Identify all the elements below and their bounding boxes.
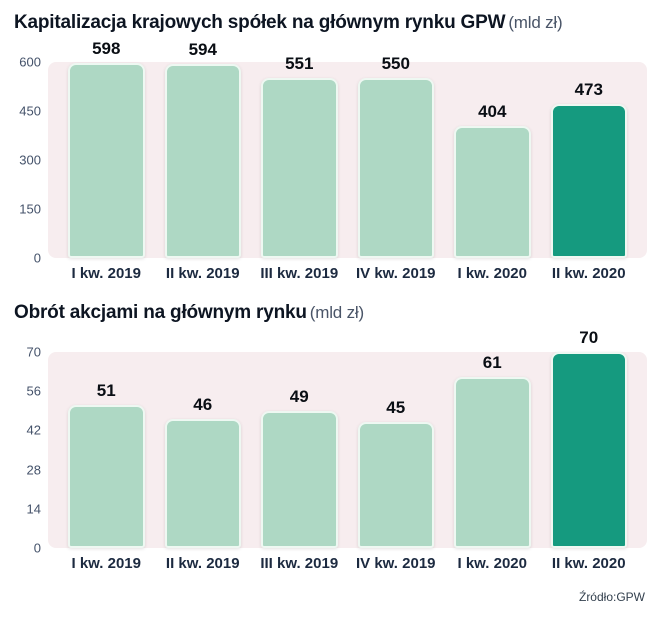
bar-value-label: 70 xyxy=(579,328,599,347)
source-credit: Źródło:GPW xyxy=(578,590,645,604)
chart-title-text: Kapitalizacja krajowych spółek na główny… xyxy=(14,12,506,33)
bar xyxy=(68,62,145,258)
x-axis-label: I kw. 2019 xyxy=(71,265,142,282)
bar-slot: 550 xyxy=(348,55,445,258)
bar-value-label: 550 xyxy=(381,54,410,74)
y-tick-label: 56 xyxy=(26,383,41,399)
chart-turnover: Obrót akcjami na głównym rynku (mld zł) 0… xyxy=(14,302,647,572)
chart-title-text: Obrót akcjami na głównym rynku xyxy=(14,302,307,323)
x-axis-label: II kw. 2019 xyxy=(165,555,240,572)
bar-slot: 70 xyxy=(541,329,638,548)
y-tick-label: 0 xyxy=(33,250,41,266)
bar xyxy=(454,126,531,258)
bar xyxy=(357,422,434,548)
bar-slot: 46 xyxy=(155,352,252,548)
bar xyxy=(454,377,531,548)
bar xyxy=(164,419,241,548)
chart-title-unit: (mld zł) xyxy=(508,13,563,32)
bar xyxy=(68,405,145,548)
chart-title: Obrót akcjami na głównym rynku (mld zł) xyxy=(14,302,647,324)
y-tick-label: 450 xyxy=(19,103,41,119)
bar-value-label: 551 xyxy=(285,54,314,74)
bar-value-label: 49 xyxy=(289,386,309,406)
bar-slot: 473 xyxy=(541,62,638,258)
y-axis: 0 150 300 450 600 xyxy=(14,56,48,265)
bar-value-label: 598 xyxy=(92,38,121,58)
y-tick-label: 42 xyxy=(26,422,41,438)
bar-value-label: 45 xyxy=(386,398,406,417)
y-tick-label: 14 xyxy=(26,501,41,517)
x-axis: I kw. 2019 II kw. 2019 III kw. 2019 IV kw. … xyxy=(48,258,647,282)
x-axis-label: IV kw. 2019 xyxy=(356,265,436,282)
bar-value-label: 61 xyxy=(482,353,502,373)
x-axis-label: IV kw. 2019 xyxy=(356,555,436,572)
bar-slot: 45 xyxy=(348,352,445,548)
chart-title-unit: (mld zł) xyxy=(309,303,364,322)
chart-area: 0 14 28 42 56 70 51 46 49 45 61 70 xyxy=(14,329,647,555)
x-axis-label: III kw. 2019 xyxy=(260,555,339,572)
bar-slot: 404 xyxy=(444,62,541,258)
y-tick-label: 150 xyxy=(19,201,41,217)
y-tick-label: 600 xyxy=(19,54,41,70)
y-tick-label: 70 xyxy=(26,344,41,360)
bar-slot: 51 xyxy=(58,352,155,548)
x-axis-label: II kw. 2020 xyxy=(551,265,626,282)
bar-value-label: 51 xyxy=(96,381,116,401)
bar-slot: 61 xyxy=(444,352,541,548)
bar xyxy=(357,78,434,258)
x-axis-label: I kw. 2020 xyxy=(457,265,528,282)
chart-area: 0 150 300 450 600 598 594 551 550 404 473 xyxy=(14,40,647,265)
bar-value-label: 473 xyxy=(574,79,603,99)
bar-slot: 598 xyxy=(58,40,155,258)
bar-slot: 49 xyxy=(251,352,348,548)
x-axis-label: I kw. 2019 xyxy=(71,555,142,572)
y-tick-label: 300 xyxy=(19,152,41,168)
x-axis-label: II kw. 2020 xyxy=(551,555,626,572)
bar-highlighted xyxy=(550,352,627,548)
bar xyxy=(261,78,338,258)
bar xyxy=(261,410,338,548)
x-axis-label: II kw. 2019 xyxy=(165,265,240,282)
bar-value-label: 594 xyxy=(188,39,217,59)
x-axis: I kw. 2019 II kw. 2019 III kw. 2019 IV kw. … xyxy=(48,548,647,572)
plot-area: 598 594 551 550 404 473 xyxy=(48,40,647,258)
bar-highlighted xyxy=(550,103,627,258)
bar xyxy=(164,63,241,258)
y-axis: 0 14 28 42 56 70 xyxy=(14,346,48,555)
x-axis-label: III kw. 2019 xyxy=(260,265,339,282)
bar-slot: 551 xyxy=(251,55,348,258)
plot-area: 51 46 49 45 61 70 xyxy=(48,329,647,548)
bar-value-label: 46 xyxy=(193,395,213,415)
bar-slot: 594 xyxy=(155,41,252,258)
chart-title: Kapitalizacja krajowych spółek na główny… xyxy=(14,12,647,34)
bar-value-label: 404 xyxy=(478,102,507,122)
y-tick-label: 0 xyxy=(33,540,41,556)
y-tick-label: 28 xyxy=(26,462,41,478)
chart-capitalization: Kapitalizacja krajowych spółek na główny… xyxy=(14,12,647,282)
x-axis-label: I kw. 2020 xyxy=(457,555,528,572)
